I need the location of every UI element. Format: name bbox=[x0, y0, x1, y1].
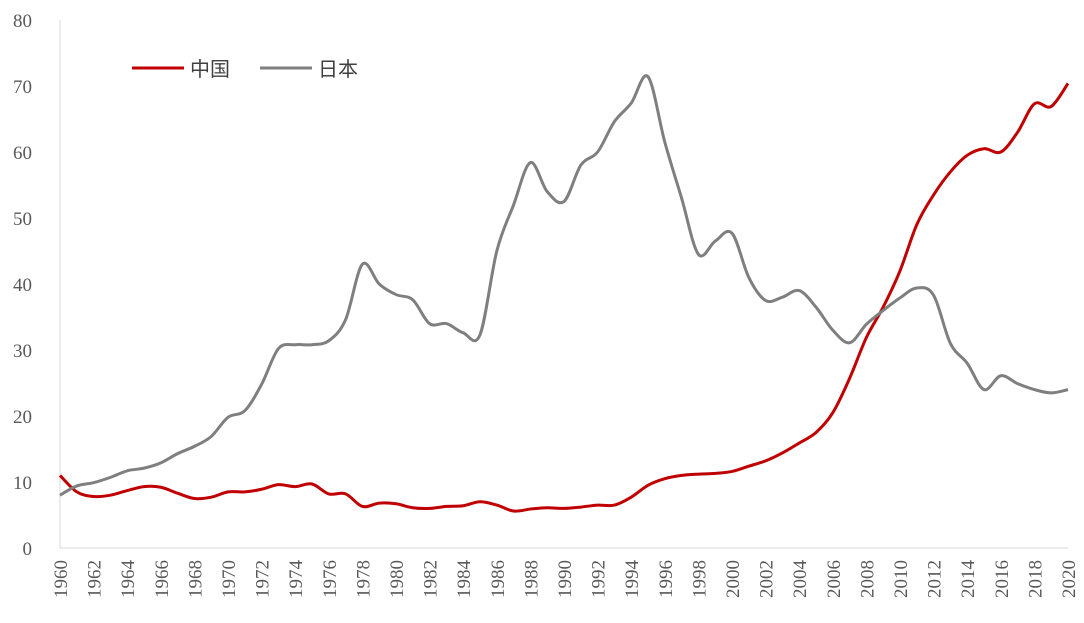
legend: 中国 日本 bbox=[132, 57, 358, 81]
x-tick-label: 1996 bbox=[656, 560, 677, 598]
y-tick-label: 50 bbox=[13, 209, 32, 230]
x-tick-label: 1988 bbox=[521, 560, 542, 598]
y-tick-label: 40 bbox=[13, 275, 32, 296]
x-tick-label: 1984 bbox=[454, 560, 475, 599]
y-tick-label: 80 bbox=[13, 11, 32, 32]
y-axis-tick-labels: 0 10 20 30 40 50 60 70 80 bbox=[13, 11, 32, 560]
x-axis-tick-labels: 1960 1962 1964 1966 1968 1970 1972 1974 1976 1978… bbox=[51, 560, 1080, 599]
x-tick-label: 1980 bbox=[387, 560, 408, 598]
series-lines bbox=[58, 74, 1070, 513]
x-tick-label: 2008 bbox=[857, 560, 878, 598]
x-tick-label: 1978 bbox=[353, 560, 374, 598]
legend-label-japan: 日本 bbox=[318, 57, 358, 81]
x-tick-label: 1982 bbox=[421, 560, 442, 598]
series-line-china bbox=[58, 82, 1070, 513]
x-tick-label: 1972 bbox=[253, 560, 274, 598]
x-tick-label: 1990 bbox=[555, 560, 576, 598]
x-tick-label: 1962 bbox=[85, 560, 106, 598]
y-tick-label: 10 bbox=[13, 473, 32, 494]
x-tick-label: 1966 bbox=[152, 560, 173, 598]
x-tick-label: 1992 bbox=[589, 560, 610, 598]
x-tick-label: 1976 bbox=[320, 560, 341, 598]
x-tick-label: 2018 bbox=[1025, 560, 1046, 598]
x-tick-label: 2004 bbox=[790, 560, 811, 599]
x-tick-label: 1960 bbox=[51, 560, 72, 598]
x-tick-label: 2006 bbox=[824, 560, 845, 598]
x-tick-label: 1994 bbox=[622, 560, 643, 599]
x-tick-label: 2020 bbox=[1059, 560, 1080, 598]
y-tick-label: 0 bbox=[23, 539, 33, 560]
legend-label-china: 中国 bbox=[190, 57, 230, 81]
x-tick-label: 2016 bbox=[992, 560, 1013, 598]
x-tick-label: 1964 bbox=[118, 560, 139, 599]
y-tick-label: 70 bbox=[13, 77, 32, 98]
y-tick-label: 30 bbox=[13, 341, 32, 362]
x-tick-label: 1974 bbox=[286, 560, 307, 599]
x-tick-label: 1998 bbox=[689, 560, 710, 598]
x-tick-label: 2012 bbox=[925, 560, 946, 598]
series-line-japan bbox=[59, 74, 1069, 497]
x-tick-label: 1986 bbox=[488, 560, 509, 598]
y-tick-label: 20 bbox=[13, 407, 32, 428]
x-tick-label: 1968 bbox=[185, 560, 206, 598]
x-tick-label: 2000 bbox=[723, 560, 744, 598]
x-tick-label: 2002 bbox=[757, 560, 778, 598]
y-tick-label: 60 bbox=[13, 143, 32, 164]
x-tick-label: 1970 bbox=[219, 560, 240, 598]
x-tick-label: 2010 bbox=[891, 560, 912, 598]
x-tick-label: 2014 bbox=[958, 560, 979, 599]
